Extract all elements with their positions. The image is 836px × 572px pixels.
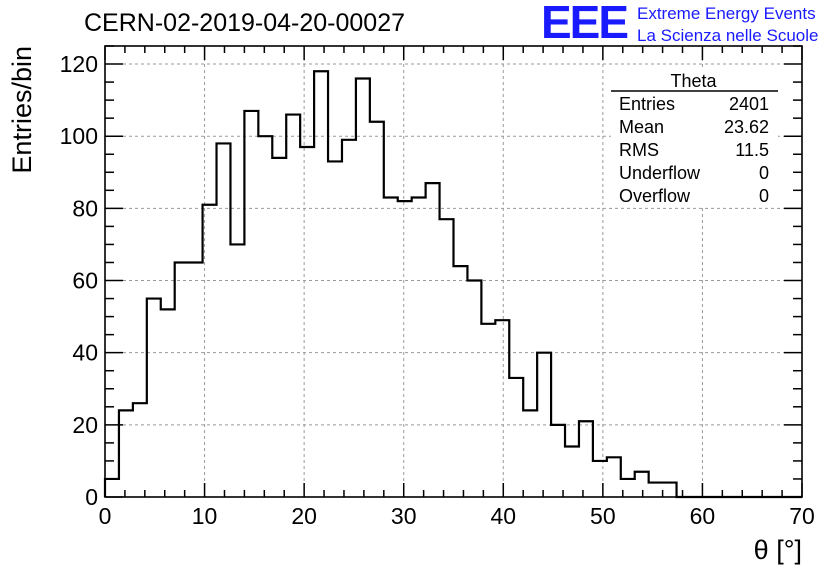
histogram-bin — [495, 320, 509, 497]
axis-ticks — [104, 45, 803, 498]
histogram-bin — [342, 140, 356, 497]
histogram-bin — [244, 111, 258, 497]
stats-row-value: 23.62 — [724, 117, 769, 137]
histogram-bin — [300, 147, 314, 497]
histogram-bin — [133, 403, 147, 497]
histogram-bin — [203, 205, 217, 497]
stats-row-label: Mean — [619, 117, 664, 137]
histogram-bin — [175, 262, 189, 497]
histogram-bin — [454, 266, 468, 497]
stats-row-value: 0 — [759, 163, 769, 183]
y-tick-label: 80 — [72, 195, 98, 221]
histogram-bin — [328, 161, 342, 497]
histogram-bin — [105, 479, 119, 497]
histogram-bin — [230, 244, 244, 497]
histogram-bin — [258, 136, 272, 497]
histogram-bin — [467, 281, 481, 497]
stats-row-value: 11.5 — [735, 140, 769, 160]
histogram-bin — [356, 78, 370, 497]
x-tick-label: 50 — [590, 503, 616, 529]
grid-lines — [105, 46, 802, 497]
stats-row-value: 2401 — [729, 94, 769, 114]
histogram-bin — [649, 483, 663, 497]
y-tick-label: 40 — [72, 340, 98, 366]
histogram-bin — [314, 71, 328, 497]
histogram-bin — [509, 378, 523, 497]
histogram-bin — [523, 410, 537, 497]
logo-caption-line1: Extreme Energy Events — [637, 4, 816, 23]
y-tick-label: 100 — [60, 123, 98, 149]
x-tick-label: 20 — [291, 503, 317, 529]
stats-box: Theta Entries 2401 Mean 23.62 RMS 11.5 Underfl… — [611, 69, 778, 207]
logo-caption-line2: La Scienza nelle Scuole — [637, 26, 819, 45]
y-tick-label: 120 — [60, 51, 98, 77]
histogram-bin — [440, 219, 454, 497]
plot-frame — [104, 45, 803, 498]
stats-row-label: Underflow — [619, 163, 701, 183]
x-tick-label: 40 — [490, 503, 516, 529]
histogram-bin — [663, 483, 677, 497]
x-tick-label: 0 — [99, 503, 112, 529]
histogram-bin — [217, 143, 231, 497]
stats-box-background — [611, 69, 778, 207]
histogram-bin — [161, 309, 175, 497]
histogram-bin — [147, 299, 161, 497]
histogram-bin — [635, 472, 649, 497]
histogram-bin — [384, 198, 398, 497]
histogram-bin — [412, 198, 426, 497]
histogram-bins — [105, 71, 677, 497]
y-axis-label: Entries/bin — [7, 46, 37, 174]
stats-row-label: Overflow — [619, 186, 691, 206]
histogram-bin — [426, 183, 440, 497]
tick-labels: 0 10 20 30 40 50 60 70 0 20 40 60 80 100 120 — [60, 51, 815, 529]
y-tick-label: 60 — [72, 268, 98, 294]
x-tick-label: 60 — [690, 503, 716, 529]
y-tick-label: 0 — [85, 484, 98, 510]
histogram-bin — [551, 425, 565, 497]
histogram-bin — [565, 446, 579, 497]
histogram-bin — [119, 410, 133, 497]
histogram-bin — [481, 324, 495, 497]
histogram-bin — [593, 461, 607, 497]
histogram-bin — [272, 158, 286, 497]
histogram-bin — [607, 457, 621, 497]
histogram-bin — [398, 201, 412, 497]
stats-title: Theta — [670, 71, 717, 91]
histogram-bin — [286, 115, 300, 497]
histogram-bin — [189, 262, 203, 497]
eee-logo: EEE — [541, 0, 629, 48]
stats-row-value: 0 — [759, 186, 769, 206]
stats-row-label: Entries — [619, 94, 675, 114]
x-axis-label: θ [°] — [754, 535, 802, 565]
stats-rows: Entries 2401 Mean 23.62 RMS 11.5 Underflow 0 Ove… — [619, 94, 769, 206]
chart-title: CERN-02-2019-04-20-00027 — [84, 9, 406, 37]
x-tick-label: 70 — [789, 503, 815, 529]
histogram-outline — [103, 70, 802, 499]
x-tick-label: 10 — [192, 503, 218, 529]
histogram-bin — [370, 122, 384, 497]
stats-row-label: RMS — [619, 140, 659, 160]
histogram-bin — [579, 421, 593, 497]
histogram-bin — [537, 353, 551, 497]
x-tick-label: 30 — [391, 503, 417, 529]
y-tick-label: 20 — [72, 412, 98, 438]
